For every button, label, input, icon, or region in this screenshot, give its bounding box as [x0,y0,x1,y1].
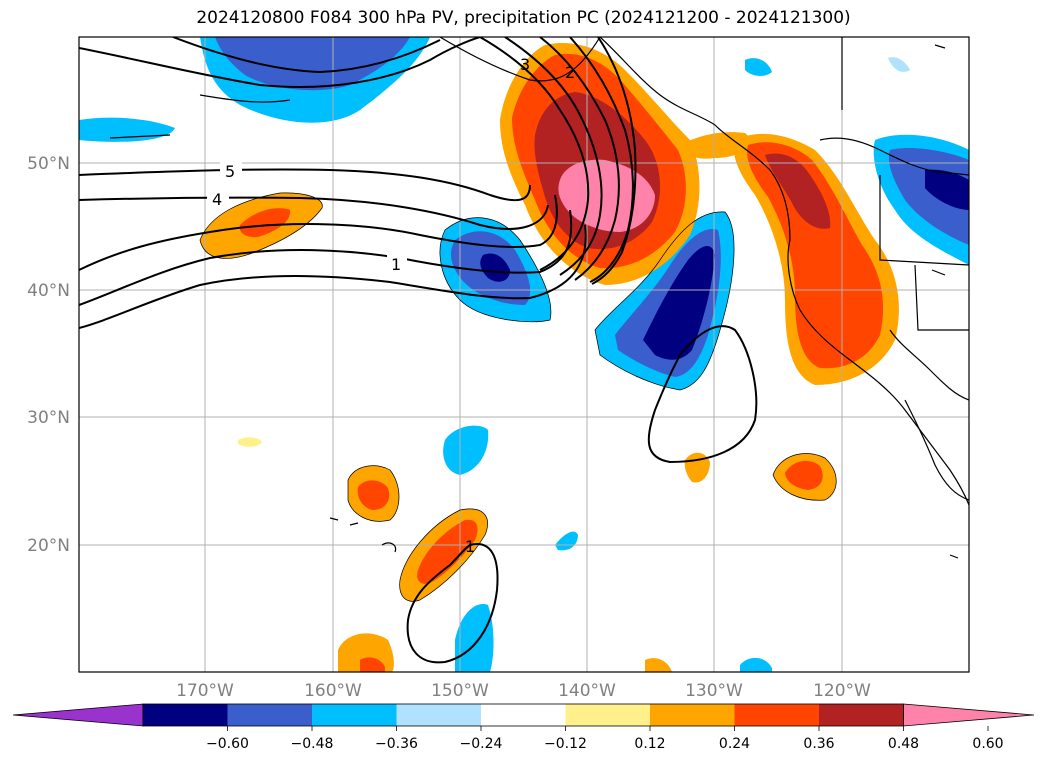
precip-blob [643,245,715,360]
precip-blob [785,460,823,490]
pv-contour [569,37,634,283]
pv-contour [647,325,758,464]
colorbar-segment [565,704,651,726]
precip-blob [360,657,385,672]
lat-labels: 50°N 40°N 30°N 20°N [27,154,70,556]
colorbar-segment [734,704,820,726]
colorbar-tick-label: −0.36 [375,736,418,752]
pv-contour [79,168,531,202]
colorbar: −0.60 −0.48 −0.36 −0.24 −0.12 0.12 0.24 0.36 0.4… [12,703,1035,752]
pv-label: 4 [212,190,222,209]
lat-tick-label: 20°N [27,536,70,556]
pv-contours [79,37,758,664]
pv-label: 3 [520,55,530,74]
precip-blob [238,437,262,447]
lat-tick-label: 40°N [27,281,70,301]
colorbar-tick-label: 0.24 [719,736,750,752]
lat-tick-label: 30°N [27,408,70,428]
precip-blob [740,657,772,672]
pv-label: 2 [565,63,575,82]
precip-blob [455,604,494,672]
colorbar-segment [396,704,482,726]
precip-positive-areas [200,42,899,672]
colorbar-tick-label: 0.36 [803,736,834,752]
coastlines [109,37,969,559]
colorbar-tick-label: −0.24 [460,736,503,752]
colorbar-segment [143,704,228,726]
precip-blob [443,425,489,475]
lon-tick-label: 150°W [431,681,489,701]
colorbar-extend-high [903,703,1035,727]
colorbar-tick-label: −0.48 [291,736,334,752]
lon-tick-label: 140°W [558,681,616,701]
precip-blob [239,208,291,238]
colorbar-segment [227,704,313,726]
lat-tick-label: 50°N [27,154,70,174]
colorbar-segment [481,704,566,726]
pv-contour [479,37,590,271]
precip-blob [680,132,751,159]
pv-contour [406,543,499,664]
precip-blob [645,658,672,672]
pv-contour [504,37,603,276]
colorbar-tick-label: −0.60 [206,736,249,752]
precip-blob [480,253,510,282]
precip-blob [888,57,910,72]
colorbar-segment [650,704,735,726]
colorbar-frame [142,703,904,727]
colorbar-segment [819,704,904,726]
precip-blob [745,58,772,76]
precip-blob [417,519,478,584]
colorbar-segment [312,704,397,726]
lon-tick-label: 160°W [304,681,362,701]
chart-title: 2024120800 F084 300 hPa PV, precipitatio… [196,8,851,28]
pv-label: 1 [391,255,401,274]
colorbar-tick-label: −0.12 [544,736,587,752]
precip-blob [357,480,390,510]
precip-blob [215,37,410,91]
colorbar-extend-low [12,703,144,727]
pv-contour [79,196,549,230]
lon-tick-label: 130°W [685,681,743,701]
pv-labels: 5 4 1 3 2 1 [207,55,575,556]
map-panel: 5 4 1 3 2 1 [79,37,969,672]
pv-label: 1 [465,537,475,556]
lon-tick-label: 170°W [176,681,234,701]
pv-contour [79,224,587,329]
precip-blob [765,153,831,229]
pv-contour [79,37,481,88]
precip-blob [925,169,969,210]
map-frame [78,36,970,673]
colorbar-tick-label: 0.12 [634,736,665,752]
graticule [79,37,969,672]
lon-labels: 170°W 160°W 150°W 140°W 130°W 120°W [176,681,871,701]
pv-contour [79,194,558,271]
colorbar-tick-label: 0.60 [972,736,1003,752]
pv-contour [591,37,637,285]
precip-blob [555,531,578,551]
pv-label: 5 [225,162,235,181]
precip-blob [747,142,884,369]
colorbar-tick-label: 0.48 [888,736,919,752]
pv-contour [172,37,441,74]
pv-contour [539,37,620,281]
lon-tick-label: 120°W [813,681,871,701]
